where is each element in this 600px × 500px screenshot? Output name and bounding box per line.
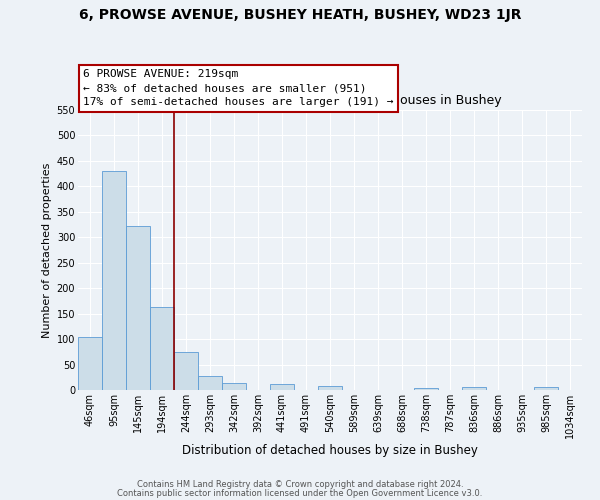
Bar — [318, 386, 342, 390]
Y-axis label: Number of detached properties: Number of detached properties — [43, 162, 52, 338]
Bar — [414, 388, 438, 390]
Title: Size of property relative to detached houses in Bushey: Size of property relative to detached ho… — [158, 94, 502, 108]
Bar — [102, 171, 126, 390]
Bar — [174, 352, 198, 390]
Text: Contains public sector information licensed under the Open Government Licence v3: Contains public sector information licen… — [118, 488, 482, 498]
Bar — [78, 336, 102, 390]
Bar — [126, 226, 150, 390]
Text: Contains HM Land Registry data © Crown copyright and database right 2024.: Contains HM Land Registry data © Crown c… — [137, 480, 463, 489]
Bar — [534, 387, 558, 390]
Bar — [462, 388, 486, 390]
Text: 6, PROWSE AVENUE, BUSHEY HEATH, BUSHEY, WD23 1JR: 6, PROWSE AVENUE, BUSHEY HEATH, BUSHEY, … — [79, 8, 521, 22]
Bar — [150, 307, 174, 390]
Bar — [222, 384, 246, 390]
Bar — [198, 376, 222, 390]
X-axis label: Distribution of detached houses by size in Bushey: Distribution of detached houses by size … — [182, 444, 478, 456]
Text: 6 PROWSE AVENUE: 219sqm
← 83% of detached houses are smaller (951)
17% of semi-d: 6 PROWSE AVENUE: 219sqm ← 83% of detache… — [83, 69, 394, 107]
Bar — [270, 384, 294, 390]
